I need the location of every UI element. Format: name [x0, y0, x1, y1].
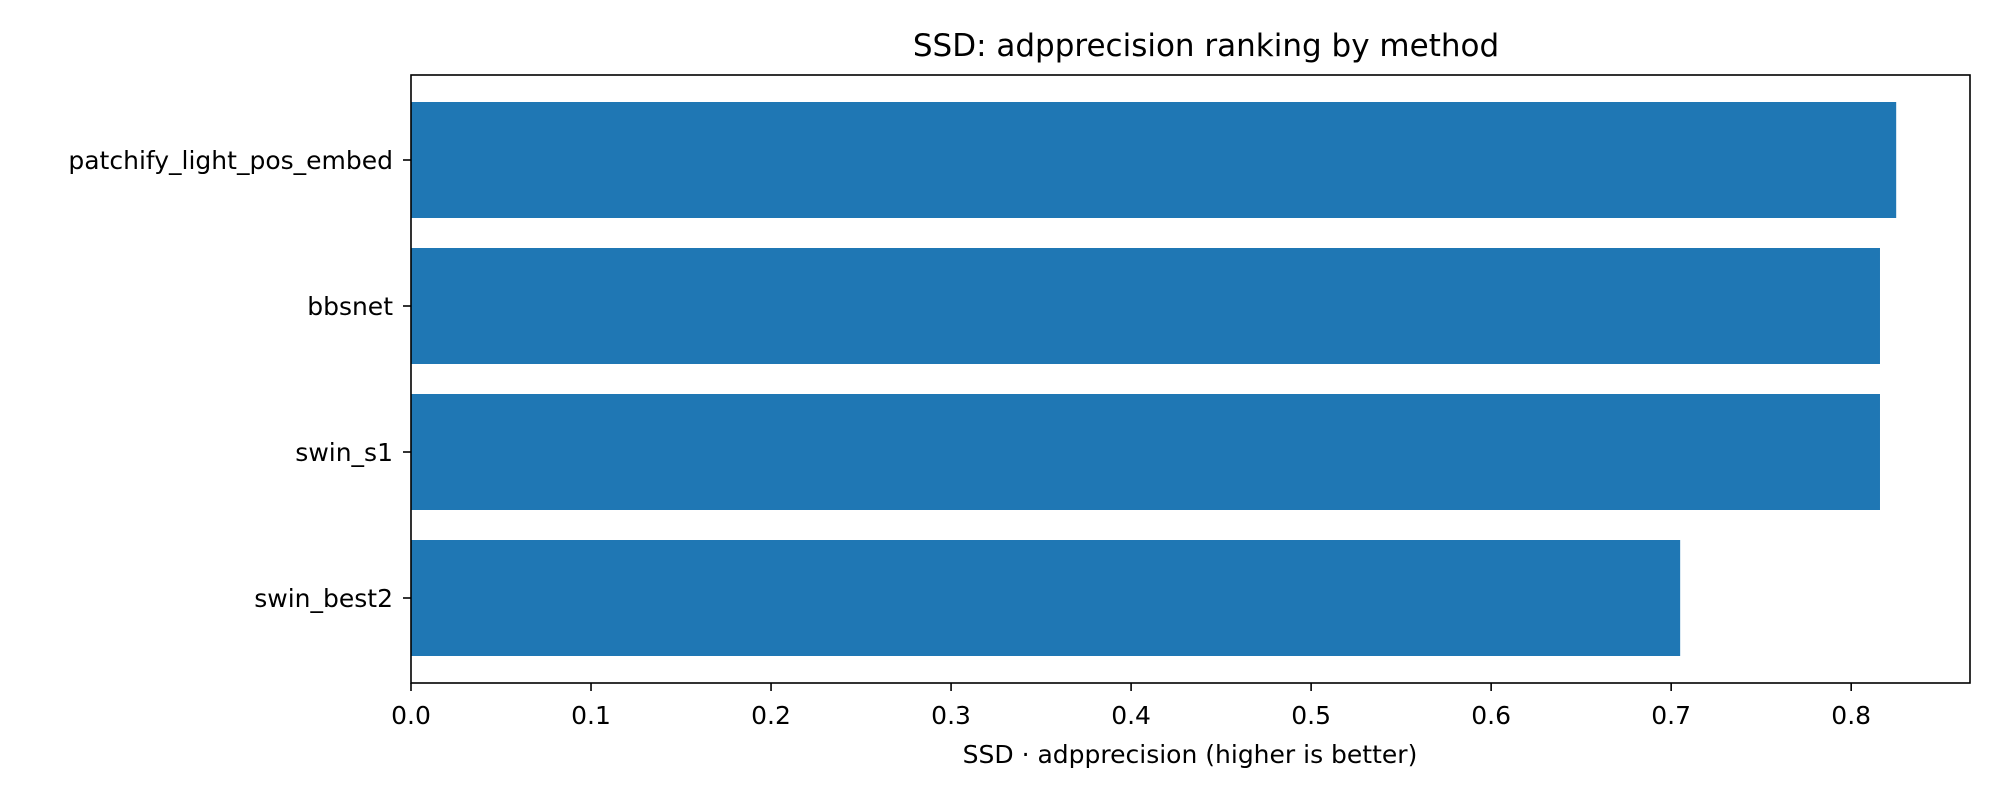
x-axis-ticks: 0.0 0.1 0.2 0.3 0.4 0.5 0.6 0.7 0.8	[391, 683, 1871, 730]
x-tick-label: 0.7	[1651, 701, 1691, 730]
y-tick-label: swin_s1	[295, 438, 393, 467]
x-tick-label: 0.0	[391, 701, 431, 730]
x-tick-label: 0.3	[931, 701, 971, 730]
x-tick-label: 0.5	[1291, 701, 1331, 730]
x-tick-label: 0.4	[1111, 701, 1151, 730]
y-tick-label: bbsnet	[307, 292, 393, 321]
bar-swin_best2	[411, 540, 1681, 656]
bars-group	[411, 102, 1897, 656]
bar-swin_s1	[411, 394, 1880, 510]
chart-title: SSD: adpprecision ranking by method	[913, 28, 1499, 64]
plot-frame	[410, 74, 1971, 684]
x-tick-label: 0.8	[1831, 701, 1871, 730]
x-tick-label: 0.6	[1471, 701, 1511, 730]
bar-patchify_light_pos_embed	[411, 102, 1897, 218]
bar-bbsnet	[411, 248, 1880, 364]
x-tick-label: 0.2	[751, 701, 791, 730]
y-tick-label: swin_best2	[254, 584, 393, 613]
x-axis-label: SSD · adpprecision (higher is better)	[963, 740, 1418, 769]
y-tick-label: patchify_light_pos_embed	[68, 146, 393, 175]
x-tick-label: 0.1	[571, 701, 611, 730]
